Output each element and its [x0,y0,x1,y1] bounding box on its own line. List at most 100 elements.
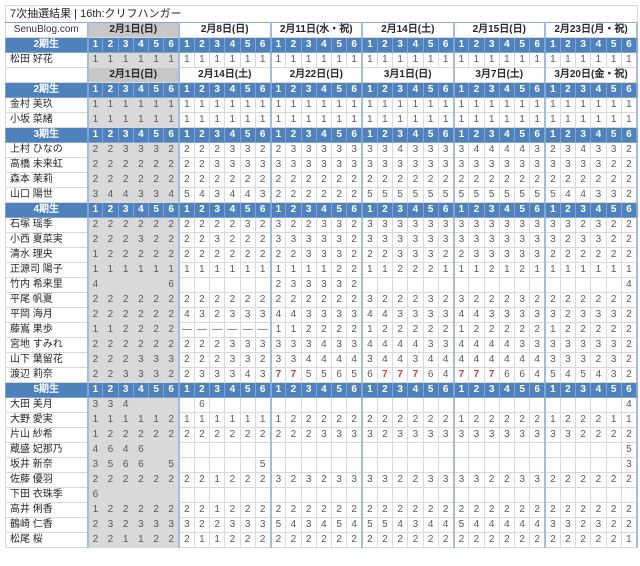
result-cell: 2 [407,322,424,338]
result-cell: 2 [376,412,394,428]
member-row: 上村 ひなの 2 2 3 3 3 2 2 2 2 3 3 2 2 3 3 3 3 3 3 3 4 3 3 3 3 4 4 4 4 3 2 3 4 3… [5,142,638,158]
site-label [5,67,89,83]
result-cell [102,277,119,293]
result-cell: 1 [102,52,119,68]
result-cell: 2 [437,502,455,518]
member-row: 正源司 陽子 1 1 1 1 1 1 1 1 1 1 1 1 1 1 1 1 2 2 1 1 2 2 2 1 1 1 2 1 2 1 1 1 1 1… [5,262,638,278]
result-cell: 2 [590,322,607,338]
result-cell: 3 [574,307,592,323]
slot-number: 1 [452,382,470,398]
result-cell: 2 [483,262,500,278]
slot-number: 2 [376,82,394,98]
result-cell: 2 [269,247,287,263]
result-cell [483,457,500,473]
result-cell: 3 [422,247,439,263]
slot-number: 3 [483,127,500,143]
result-cell: 4 [285,517,302,533]
slot-number: 4 [315,202,333,218]
result-cell: 2 [147,292,165,308]
result-cell: 1 [193,262,211,278]
result-cell [239,457,256,473]
result-cell: 2 [574,292,592,308]
result-cell [468,277,485,293]
slot-number: 3 [300,382,317,398]
result-cell: 7 [376,367,394,383]
slot-number: 6 [620,202,638,218]
result-cell: 2 [86,517,104,533]
result-cell: 2 [574,502,592,518]
result-cell: 3 [544,427,561,443]
result-cell: 2 [544,142,561,158]
member-row: 松田 好花 1 1 1 1 1 1 1 1 1 1 1 1 1 1 1 1 1 1 1 1 1 1 1 1 1 1 1 1 1 1 1 1 1 1 1… [5,52,638,68]
result-cell [178,397,195,413]
slot-number: 6 [437,127,455,143]
result-cell [361,457,378,473]
result-cell: 2 [529,532,547,548]
result-cell: 2 [178,367,195,383]
member-row: 蔵盛 妃那乃 4 6 4 6 5 [5,442,638,458]
result-cell: 2 [315,322,333,338]
result-cell: — [254,322,272,338]
result-cell: 2 [269,532,287,548]
result-cell [300,457,317,473]
result-cell: 2 [178,427,195,443]
member-row: 小坂 菜緒 1 1 1 1 1 1 1 1 1 1 1 1 1 1 1 1 1 1 1 1 1 1 1 1 1 1 1 1 1 1 1 1 1 1 1… [5,112,638,128]
result-cell: 3 [513,427,531,443]
result-cell: 6 [513,367,531,383]
result-cell: 2 [574,517,592,533]
result-cell: 4 [452,307,470,323]
result-cell: — [208,322,226,338]
member-row: 山下 葉留花 2 2 2 3 3 3 2 2 2 3 3 2 3 3 4 4 4 4 3 4 4 3 4 4 4 4 4 4 4 4 3 3 3 2… [5,352,638,368]
result-cell: 2 [330,412,348,428]
result-cell: 2 [620,307,638,323]
result-cell [513,457,531,473]
result-cell: 2 [224,502,241,518]
result-cell: 2 [513,412,531,428]
result-cell: 2 [605,232,622,248]
result-cell: 1 [452,412,470,428]
result-cell: 2 [178,532,195,548]
result-cell [300,487,317,503]
slot-number: 1 [86,37,104,53]
result-cell: 3 [422,472,439,488]
result-cell: 2 [239,247,256,263]
slot-number: 3 [391,37,409,53]
member-row: 平岡 海月 2 2 2 2 2 2 4 3 2 3 3 3 4 4 3 3 3 3 4 4 3 3 3 3 4 4 3 3 3 3 3 2 3 3 3… [5,307,638,323]
result-cell: 3 [391,217,409,233]
slot-number: 4 [407,382,424,398]
result-cell: 1 [178,262,195,278]
result-cell: 5 [315,367,333,383]
result-cell: 3 [132,352,150,368]
result-cell: — [193,322,211,338]
result-cell [330,442,348,458]
result-cell: 2 [590,427,607,443]
result-cell: 2 [147,532,165,548]
result-cell: 2 [346,532,364,548]
result-cell: 2 [559,172,577,188]
result-cell: 2 [544,172,561,188]
result-cell: 1 [269,412,287,428]
result-cell: 3 [254,157,272,173]
result-cell [590,442,607,458]
result-cell: 2 [239,427,256,443]
result-cell: 2 [163,427,181,443]
result-cell: 2 [574,427,592,443]
result-cell: 4 [300,352,317,368]
result-cell: 2 [468,172,485,188]
result-cell: 2 [132,292,150,308]
result-cell: 3 [285,337,302,353]
result-cell: 1 [208,532,226,548]
slot-number: 1 [178,82,195,98]
result-cell [254,442,272,458]
result-cell [437,277,455,293]
result-cell: 1 [285,97,302,113]
slot-number: 5 [239,82,256,98]
result-cell: 3 [254,307,272,323]
slot-number: 2 [102,202,119,218]
result-cell [529,277,547,293]
result-cell: 5 [544,367,561,383]
result-cell: 2 [346,412,364,428]
result-cell [391,277,409,293]
result-cell: 3 [330,232,348,248]
slot-number: 3 [574,37,592,53]
